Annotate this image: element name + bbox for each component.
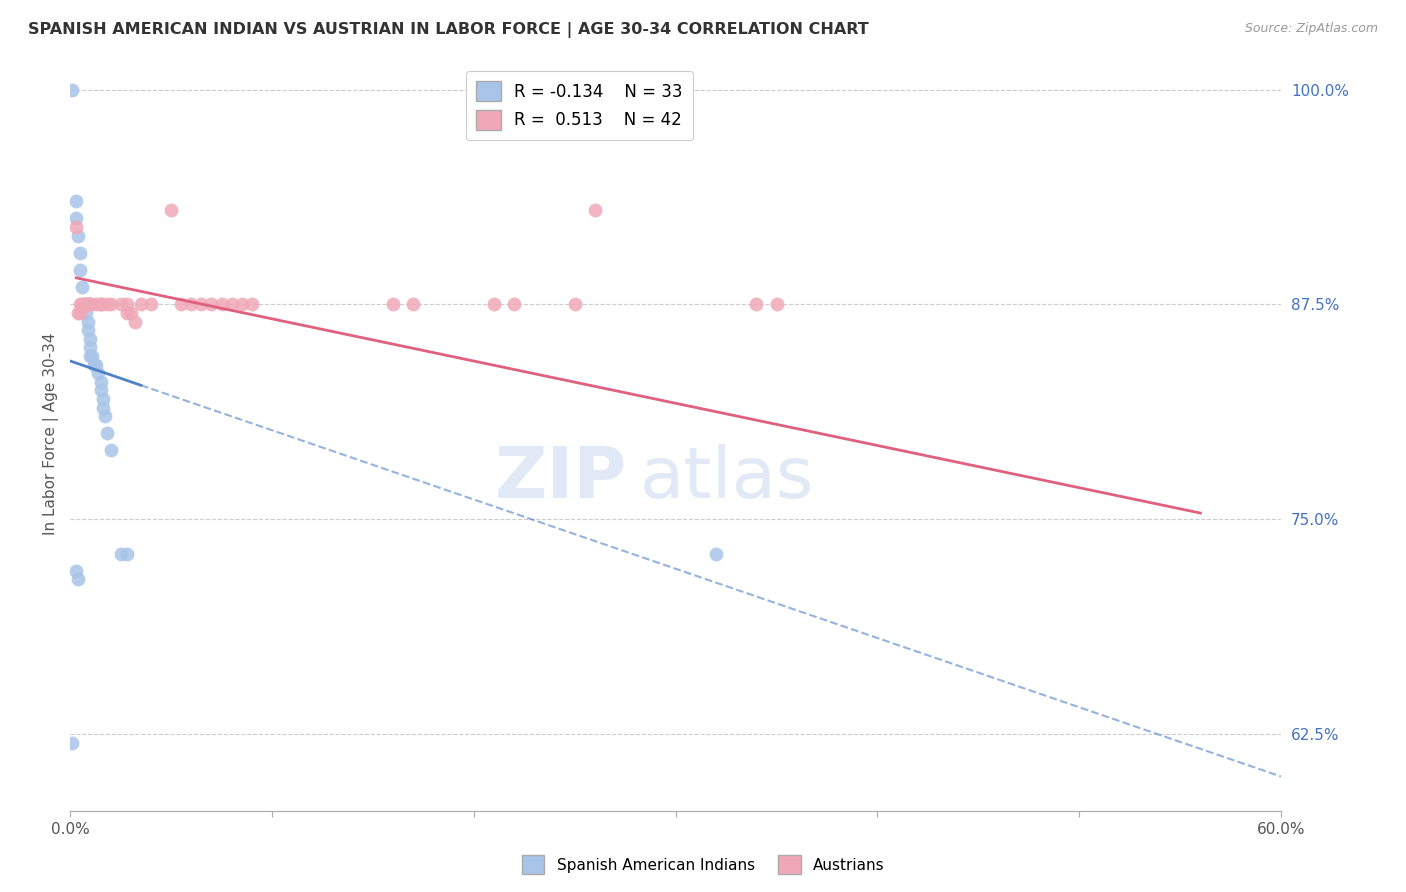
Point: [73, 297, 96, 311]
Point: [139, 297, 162, 311]
Point: [75, 297, 97, 311]
Point: [160, 202, 183, 217]
Point: [73, 297, 96, 311]
Point: [60, 736, 83, 750]
Point: [77, 297, 100, 311]
Point: [67, 228, 90, 243]
Point: [110, 297, 132, 311]
Point: [86, 297, 108, 311]
Point: [79, 340, 101, 354]
Point: [69, 297, 91, 311]
Point: [82, 349, 104, 363]
Point: [89, 297, 111, 311]
Point: [69, 245, 91, 260]
Point: [200, 297, 222, 311]
Point: [79, 297, 101, 311]
Point: [745, 297, 768, 311]
Point: [221, 297, 243, 311]
Point: [190, 297, 212, 311]
Point: [100, 297, 122, 311]
Text: ZIP: ZIP: [495, 444, 627, 513]
Point: [211, 297, 233, 311]
Point: [93, 409, 115, 423]
Point: [69, 306, 91, 320]
Point: [482, 297, 505, 311]
Point: [73, 297, 96, 311]
Point: [115, 297, 138, 311]
Text: Source: ZipAtlas.com: Source: ZipAtlas.com: [1244, 22, 1378, 36]
Point: [65, 220, 87, 235]
Point: [79, 332, 101, 346]
Point: [79, 297, 101, 311]
Point: [96, 426, 118, 441]
Point: [67, 306, 90, 320]
Point: [79, 297, 101, 311]
Point: [503, 297, 526, 311]
Point: [583, 202, 606, 217]
Y-axis label: In Labor Force | Age 30-34: In Labor Force | Age 30-34: [44, 332, 59, 534]
Point: [86, 358, 108, 372]
Legend: Spanish American Indians, Austrians: Spanish American Indians, Austrians: [516, 849, 890, 880]
Point: [382, 297, 405, 311]
Point: [96, 297, 118, 311]
Point: [129, 297, 152, 311]
Point: [79, 349, 101, 363]
Point: [83, 358, 105, 372]
Point: [79, 297, 101, 311]
Text: atlas: atlas: [640, 444, 814, 513]
Point: [89, 384, 111, 398]
Point: [765, 297, 787, 311]
Point: [89, 375, 111, 389]
Point: [87, 366, 110, 380]
Point: [180, 297, 202, 311]
Point: [75, 297, 97, 311]
Point: [65, 194, 87, 209]
Point: [65, 211, 87, 226]
Point: [91, 401, 114, 415]
Point: [60, 82, 83, 96]
Point: [89, 297, 111, 311]
Point: [564, 297, 586, 311]
Point: [124, 314, 146, 328]
Point: [77, 323, 100, 337]
Point: [91, 392, 114, 406]
Point: [115, 306, 138, 320]
Point: [704, 547, 727, 561]
Point: [110, 547, 132, 561]
Point: [170, 297, 193, 311]
Point: [67, 573, 90, 587]
Point: [115, 547, 138, 561]
Point: [69, 263, 91, 277]
Point: [72, 297, 94, 311]
Point: [77, 314, 100, 328]
Point: [240, 297, 263, 311]
Text: SPANISH AMERICAN INDIAN VS AUSTRIAN IN LABOR FORCE | AGE 30-34 CORRELATION CHART: SPANISH AMERICAN INDIAN VS AUSTRIAN IN L…: [28, 22, 869, 38]
Point: [402, 297, 425, 311]
Legend: R = -0.134    N = 33, R =  0.513    N = 42: R = -0.134 N = 33, R = 0.513 N = 42: [465, 71, 693, 140]
Point: [120, 306, 142, 320]
Point: [75, 306, 97, 320]
Point: [231, 297, 253, 311]
Point: [65, 564, 87, 578]
Point: [1189, 838, 1212, 853]
Point: [100, 443, 122, 458]
Point: [72, 280, 94, 294]
